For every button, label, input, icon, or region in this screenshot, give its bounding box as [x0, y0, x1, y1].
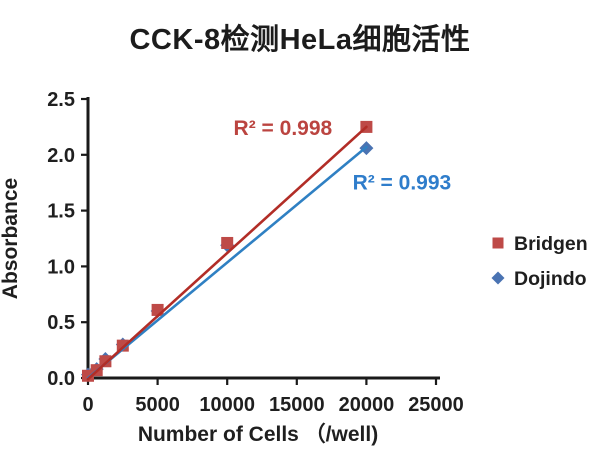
legend-label-dojindo: Dojindo [514, 268, 587, 290]
x-tick-label: 10000 [199, 394, 255, 416]
y-tick-label: 1.0 [47, 256, 75, 278]
x-tick-label: 5000 [135, 394, 180, 416]
y-tick-label: 0.5 [47, 312, 75, 334]
x-tick-label: 25000 [408, 394, 464, 416]
legend-label-bridgen: Bridgen [514, 233, 588, 255]
legend-item-dojindo: Dojindo [491, 268, 587, 290]
legend-marker-dojindo-icon [491, 271, 505, 285]
chart-title: CCK-8检测HeLa细胞活性 [129, 24, 471, 56]
r2-annotation-dojindo: R² = 0.993 [353, 172, 452, 195]
y-tick-label: 0.0 [47, 368, 75, 390]
y-tick-label: 1.5 [47, 201, 75, 223]
x-tick-label: 0 [82, 394, 93, 416]
marker-bridgen [151, 303, 164, 316]
y-tick-label: 2.5 [47, 89, 75, 111]
legend-item-bridgen: Bridgen [492, 233, 588, 255]
x-axis-title: Number of Cells （/well) [138, 422, 378, 446]
trendline-bridgen [86, 125, 368, 381]
x-tick-label: 15000 [269, 394, 325, 416]
x-tick-label: 20000 [339, 394, 395, 416]
y-tick-label: 2.0 [47, 145, 75, 167]
trendline-dojindo [86, 145, 368, 380]
r2-annotation-bridgen: R² = 0.998 [234, 117, 333, 140]
legend-marker-bridgen-icon [492, 237, 504, 249]
y-axis-title: Absorbance [0, 178, 22, 299]
legend: Bridgen Dojindo [491, 233, 588, 290]
marker-bridgen [221, 236, 234, 249]
marker-bridgen [99, 355, 112, 368]
